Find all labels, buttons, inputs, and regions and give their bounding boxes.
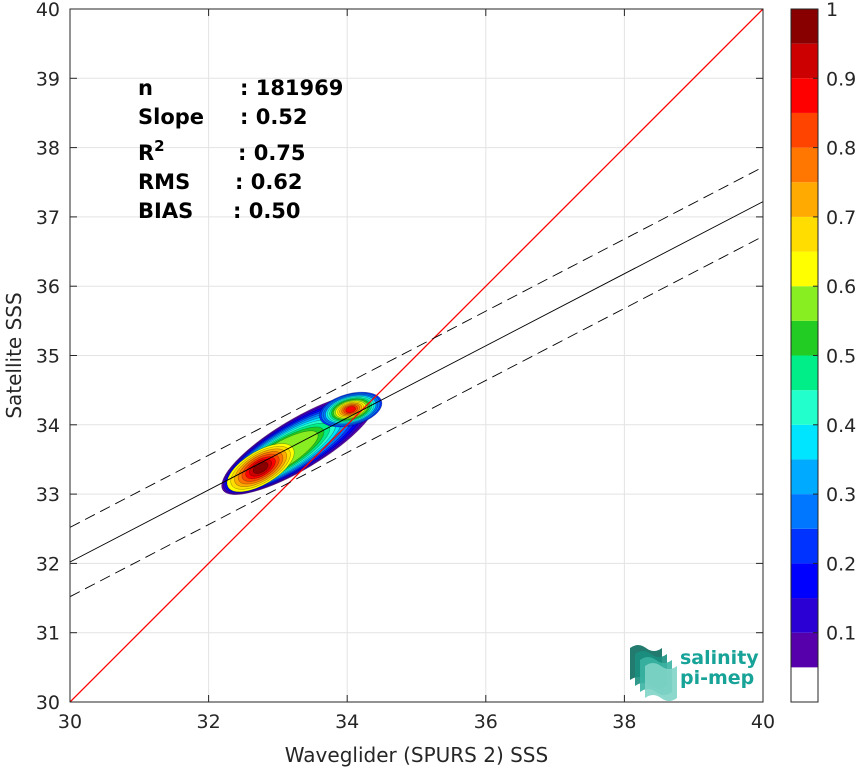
identity-line: [70, 9, 763, 702]
colorbar-swatch: [791, 632, 818, 668]
stat-value: : 181969: [240, 76, 343, 100]
y-tick-label: 35: [36, 346, 60, 368]
y-tick-label: 40: [36, 0, 60, 21]
colorbar-tick-label: 0.7: [826, 207, 856, 229]
logo-line-2: pi-mep: [680, 667, 754, 689]
logo-wave-layer: [645, 663, 677, 701]
colorbar-tick-label: 0.5: [826, 346, 856, 368]
colorbar-swatch: [791, 598, 818, 633]
stats-annotation: n : 181969 Slope : 0.52 R2 : 0.75 RMS : 0.62 BIA…: [138, 76, 343, 223]
y-tick-label: 37: [36, 207, 60, 229]
logo-line-1: salinity: [680, 647, 759, 669]
colorbar-swatch: [791, 43, 818, 79]
colorbar-swatch: [791, 182, 818, 217]
x-tick-label: 30: [58, 711, 82, 733]
stat-label: RMS: [138, 170, 190, 194]
y-tick-label: 30: [36, 692, 60, 714]
x-tick-label: 34: [335, 711, 359, 733]
colorbar-swatch: [791, 216, 818, 252]
colorbar-tick-label: 0.3: [826, 484, 856, 506]
colorbar-swatch: [791, 9, 818, 44]
y-tick-label: 33: [36, 484, 60, 506]
density-contours: [221, 391, 383, 495]
stat-label: BIAS: [138, 199, 193, 223]
y-tick-label: 34: [36, 415, 60, 437]
stat-label: Slope: [138, 105, 204, 129]
y-tick-label: 38: [36, 138, 60, 160]
colorbar: 0.1 0.2 0.3 0.4 0.5 0.6 0.7 0.8 0.9 1: [790, 0, 856, 703]
colorbar-swatch: [791, 320, 818, 356]
colorbar-swatch: [791, 459, 818, 495]
colorbar-swatch: [791, 355, 818, 391]
stat-label: n: [138, 76, 153, 100]
stat-superscript: 2: [154, 137, 164, 155]
colorbar-tick-label: 0.4: [826, 415, 856, 437]
colorbar-swatch: [791, 390, 818, 425]
x-axis-label: Waveglider (SPURS 2) SSS: [285, 743, 548, 767]
x-tick-label: 38: [612, 711, 636, 733]
y-tick-label: 39: [36, 68, 60, 90]
x-tick-label: 40: [751, 711, 775, 733]
y-tick-label: 31: [36, 623, 60, 645]
colorbar-swatch: [791, 424, 818, 460]
y-axis-ticks: 30 31 32 33 34 35 36 37 38 39 40: [36, 0, 763, 714]
colorbar-tick-label: 1: [826, 0, 838, 21]
y-tick-label: 32: [36, 553, 60, 575]
colorbar-swatch: [791, 494, 818, 529]
colorbar-tick-label: 0.2: [826, 553, 856, 575]
density-band-secondary: [345, 406, 356, 414]
regression-lower-bound: [70, 235, 763, 598]
colorbar-swatch: [791, 147, 818, 183]
colorbar-tick-label: 0.1: [826, 623, 856, 645]
colorbar-swatch: [791, 667, 818, 702]
stat-value: : 0.62: [235, 170, 303, 194]
colorbar-swatch: [791, 78, 818, 113]
x-tick-label: 32: [197, 711, 221, 733]
stat-value: : 0.52: [240, 105, 308, 129]
colorbar-swatch: [791, 563, 818, 599]
stat-value: : 0.50: [233, 199, 301, 223]
y-tick-label: 36: [36, 276, 60, 298]
colorbar-tick-label: 0.8: [826, 138, 856, 160]
regression-line: [70, 201, 763, 563]
wave-logo-icon: [630, 645, 677, 701]
colorbar-swatch: [791, 528, 818, 564]
x-axis-ticks: 30 32 34 36 38 40: [58, 9, 775, 733]
x-tick-label: 36: [474, 711, 498, 733]
y-axis-label: Satellite SSS: [2, 292, 26, 418]
colorbar-swatch: [791, 286, 818, 321]
colorbar-tick-label: 0.9: [826, 68, 856, 90]
regression-upper-bound: [70, 166, 763, 528]
colorbar-swatch: [791, 112, 818, 148]
colorbar-swatch: [791, 251, 818, 287]
reference-lines: [70, 9, 763, 702]
salinity-pi-mep-logo: salinity pi-mep: [630, 645, 759, 701]
colorbar-tick-label: 0.6: [826, 276, 856, 298]
stat-value: : 0.75: [238, 141, 306, 165]
stat-label: R2: [138, 137, 165, 165]
